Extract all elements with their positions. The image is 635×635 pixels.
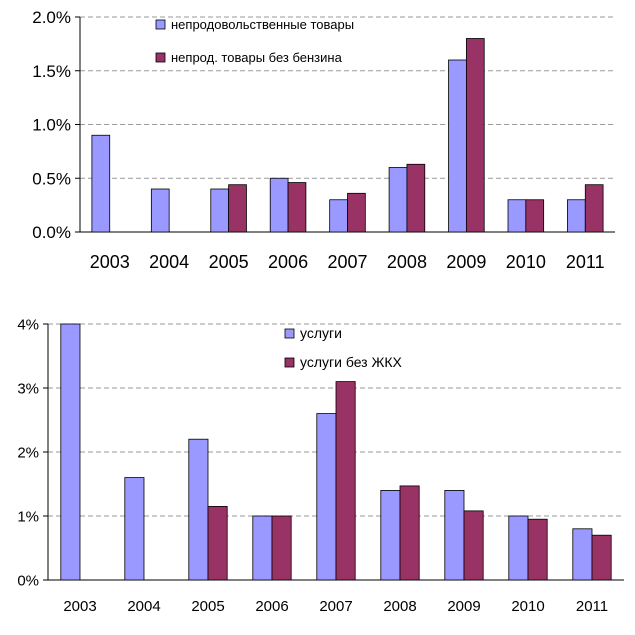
x-tick-label: 2010: [511, 598, 544, 615]
bar-series-a: [188, 438, 209, 581]
bar-series-a: [508, 515, 529, 581]
legend-label: непродовольственные товары: [171, 17, 354, 32]
bar-series-a: [60, 323, 81, 581]
legend-label: услуги: [300, 325, 342, 341]
x-tick-label: 2004: [127, 598, 160, 615]
bar-series-b: [465, 38, 485, 233]
bar-series-b: [347, 192, 366, 233]
x-tick-label: 2006: [255, 598, 288, 615]
x-tick-label: 2010: [506, 252, 546, 272]
bar-series-b: [463, 510, 484, 581]
legend-swatch: [284, 328, 295, 339]
x-tick-label: 2011: [566, 252, 605, 272]
y-tick-label: 1.0%: [32, 116, 71, 135]
x-tick-label: 2003: [63, 598, 96, 615]
y-tick-label: 0%: [17, 572, 39, 589]
bar-series-a: [380, 489, 401, 581]
x-tick-label: 2009: [447, 598, 480, 615]
x-tick-label: 2009: [446, 252, 486, 272]
x-tick-label: 2007: [327, 252, 367, 272]
chart-nonfood-goods: 0.0% 0.5% 1.0% 1.5% 2.0% 2003 2004 2005 2006 2007…: [32, 8, 615, 272]
legend-label: услуги без ЖКХ: [300, 354, 403, 370]
legend-swatch: [155, 52, 166, 63]
bar-series-b: [527, 518, 548, 581]
x-tick-label: 2006: [268, 252, 308, 272]
y-tick-label: 4%: [17, 316, 39, 333]
bar-series-b: [271, 515, 292, 581]
x-tick-label: 2008: [383, 598, 416, 615]
y-tick-label: 2.0%: [32, 8, 71, 27]
bar-series-a: [507, 199, 527, 233]
bar-series-a: [124, 477, 145, 581]
bar-series-b: [207, 505, 228, 581]
bar-series-a: [210, 188, 230, 233]
x-tick-label: 2007: [319, 598, 352, 615]
bar-series-b: [584, 184, 604, 233]
bar-series-a: [444, 489, 465, 581]
bar-series-b: [335, 381, 356, 581]
bar-series-a: [572, 528, 593, 581]
x-tick-label: 2004: [149, 252, 189, 272]
bar-series-a: [269, 177, 289, 233]
x-tick-label: 2005: [191, 598, 224, 615]
bar-series-b: [287, 182, 307, 233]
y-tick-label: 2%: [17, 444, 39, 461]
y-tick-label: 1%: [17, 508, 39, 525]
legend-swatch: [155, 19, 166, 30]
bar-series-b: [591, 534, 612, 581]
bar-series-a: [150, 188, 170, 233]
bar-series-b: [406, 163, 426, 233]
y-tick-label: 0.5%: [32, 169, 71, 188]
y-tick-label: 1.5%: [32, 62, 71, 81]
legend-label: непрод. товары без бензина: [171, 50, 343, 65]
bar-series-a: [448, 59, 467, 233]
y-tick-label: 3%: [17, 380, 39, 397]
bar-series-b: [525, 199, 545, 233]
x-tick-label: 2008: [387, 252, 427, 272]
bar-series-a: [329, 199, 348, 233]
bar-series-a: [252, 515, 273, 581]
bar-series-a: [567, 199, 586, 233]
bar-series-b: [399, 485, 420, 581]
y-tick-label: 0.0%: [32, 223, 71, 242]
legend-swatch: [284, 357, 295, 368]
x-tick-label: 2003: [90, 252, 130, 272]
chart-services: 0% 1% 2% 3% 4% 2003 2004 2005 2006 2007 2008 2009 20…: [17, 316, 624, 615]
x-tick-label: 2011: [576, 598, 608, 615]
bar-series-a: [388, 167, 408, 233]
bar-series-b: [228, 184, 247, 233]
bar-series-a: [91, 134, 111, 233]
x-tick-label: 2005: [209, 252, 249, 272]
bar-series-a: [316, 413, 337, 581]
